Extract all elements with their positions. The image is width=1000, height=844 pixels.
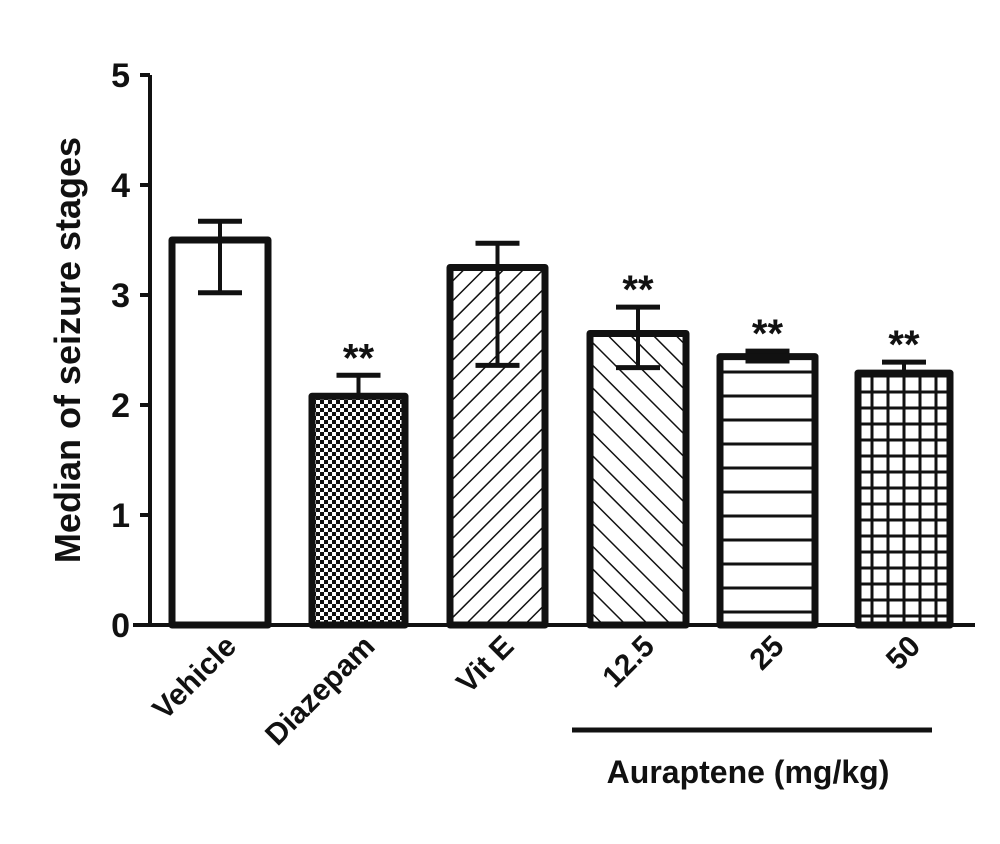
bars: ** ** ** ** — [168, 218, 954, 629]
x-tick-label: 25 — [744, 630, 791, 677]
y-tick-label: 4 — [111, 167, 130, 205]
significance-marker: ** — [622, 268, 654, 312]
significance-marker: ** — [888, 323, 920, 367]
bar-vehicle — [168, 218, 272, 629]
group-label: Auraptene (mg/kg) — [607, 754, 890, 790]
x-tick-label: 50 — [880, 630, 927, 677]
y-tick-label: 0 — [111, 607, 130, 645]
y-tick-label: 1 — [111, 497, 130, 535]
y-tick-label: 3 — [111, 277, 130, 315]
bar-diazepam: ** — [308, 336, 409, 629]
y-axis-label: Median of seizure stages — [47, 137, 88, 563]
x-tick-label: Vit E — [450, 630, 520, 700]
significance-marker: ** — [343, 336, 375, 380]
x-tick-label: 12.5 — [596, 630, 661, 695]
y-tick-label: 2 — [111, 387, 130, 425]
bar-50: ** — [854, 323, 954, 629]
x-tick-labels: Vehicle Diazepam Vit E 12.5 25 50 — [146, 630, 926, 752]
significance-marker: ** — [752, 312, 784, 356]
bar-12-5: ** — [586, 268, 690, 629]
bar-vit-e — [446, 240, 549, 629]
x-tick-label: Diazepam — [259, 630, 381, 752]
y-tick-label: 5 — [111, 57, 130, 95]
x-tick-label: Vehicle — [146, 630, 242, 726]
y-axis: 0 1 2 3 4 5 — [111, 57, 152, 645]
bar-25: ** — [716, 312, 819, 629]
